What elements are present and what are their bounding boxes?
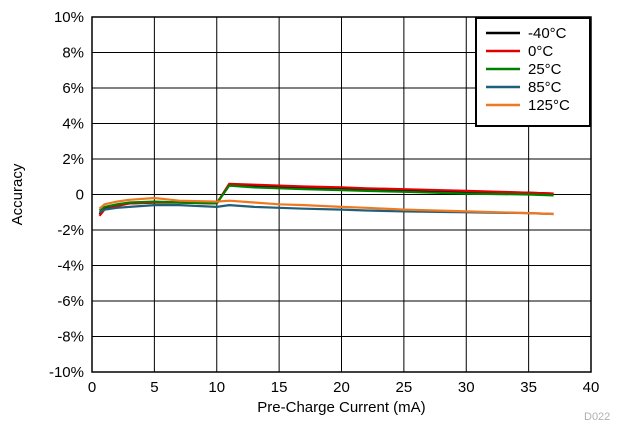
y-tick-label: 2% — [62, 151, 84, 168]
y-tick-label: 4% — [62, 116, 84, 133]
series-line-2 — [98, 184, 554, 212]
y-tick-label: -2% — [57, 222, 84, 239]
y-tick-label: 8% — [62, 45, 84, 62]
y-axis-title: Accuracy — [9, 163, 26, 225]
legend-label-0: -40°C — [528, 25, 567, 42]
y-tick-label: -8% — [57, 329, 84, 346]
y-tick-label: -4% — [57, 258, 84, 275]
x-tick-label: 10 — [208, 379, 225, 396]
x-tick-label: 40 — [583, 379, 600, 396]
y-tick-label: 6% — [62, 80, 84, 97]
figure-code: D022 — [584, 411, 610, 423]
y-tick-label: 0 — [76, 187, 84, 204]
y-tick-label: -6% — [57, 293, 84, 310]
series-line-3 — [98, 204, 554, 216]
series-line-4 — [98, 196, 554, 216]
x-tick-label: 5 — [150, 379, 158, 396]
x-tick-label: 25 — [396, 379, 413, 396]
legend-label-4: 125°C — [528, 97, 570, 114]
x-tick-label: 15 — [271, 379, 288, 396]
x-axis-title: Pre-Charge Current (mA) — [257, 399, 425, 416]
plot-frame — [91, 16, 592, 373]
series-line-1 — [98, 182, 554, 217]
legend-box — [475, 17, 591, 127]
grid — [92, 17, 591, 372]
tick-labels: 0 5 10 15 20 25 30 35 40 -10% -8% -6% -4% -2% 0 2% 4% 6% 8… — [49, 9, 599, 396]
legend-label-2: 25°C — [528, 61, 562, 78]
legend-label-3: 85°C — [528, 79, 562, 96]
x-tick-label: 0 — [88, 379, 96, 396]
x-tick-label: 30 — [458, 379, 475, 396]
x-tick-label: 35 — [520, 379, 537, 396]
y-tick-label: 10% — [54, 9, 84, 26]
x-tick-label: 20 — [333, 379, 350, 396]
series-layer — [98, 182, 554, 217]
y-tick-label: -10% — [49, 364, 84, 381]
legend-label-1: 0°C — [528, 43, 553, 60]
